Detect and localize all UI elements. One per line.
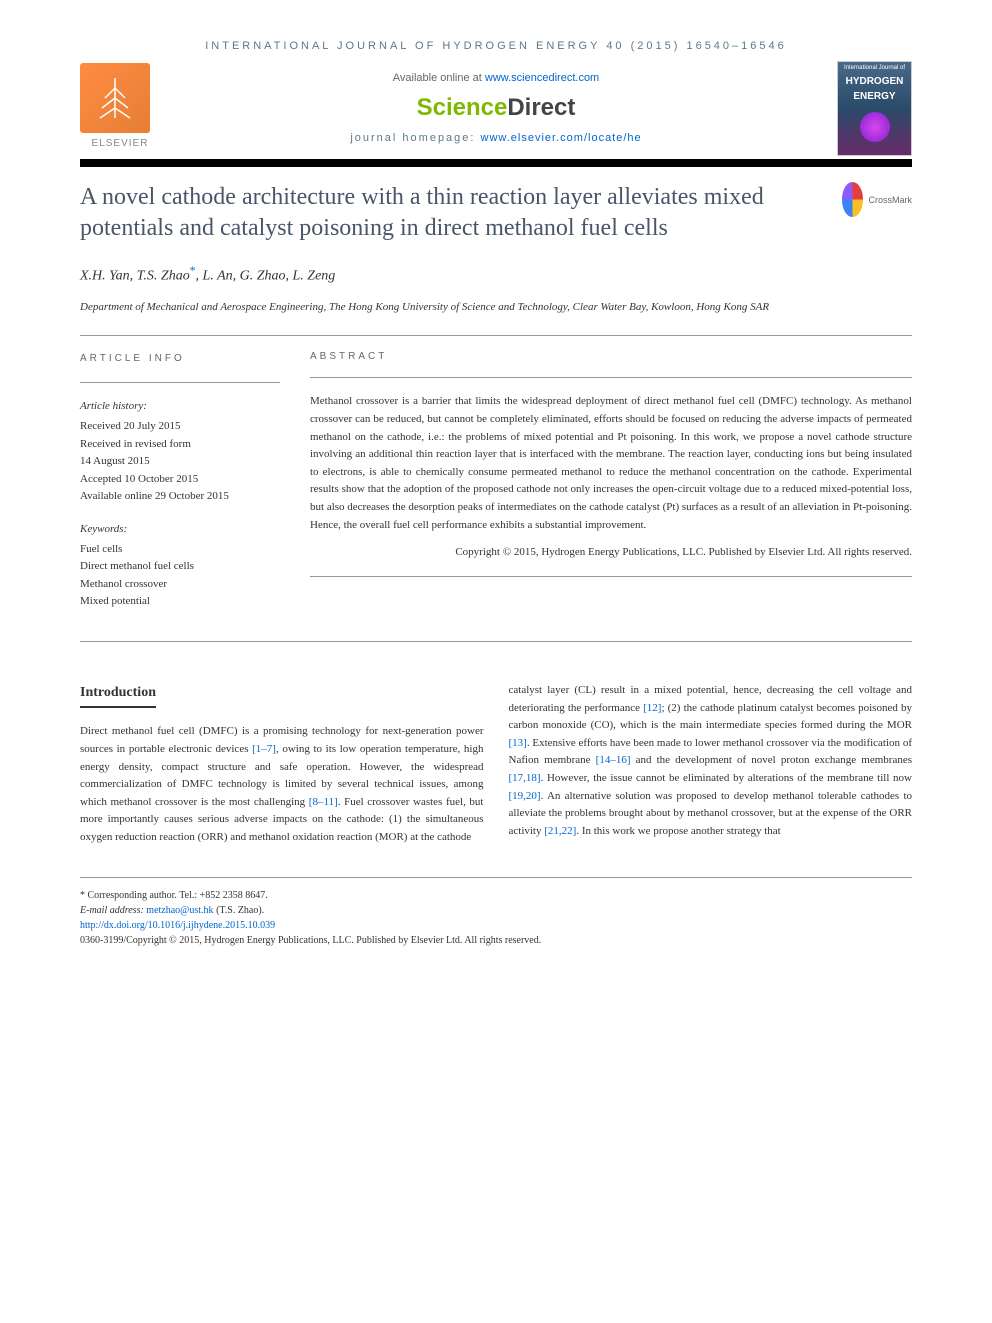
footer-section: * Corresponding author. Tel.: +852 2358 …: [80, 877, 912, 948]
sd-science: Science: [417, 94, 508, 121]
info-abstract-section: ARTICLE INFO Article history: Received 2…: [80, 351, 912, 611]
article-info: ARTICLE INFO Article history: Received 2…: [80, 351, 280, 611]
divider-bar: [80, 159, 912, 167]
abstract-divider: [310, 377, 912, 378]
divider: [80, 335, 912, 336]
ref-link-6[interactable]: [17,18]: [509, 772, 541, 784]
body-col-right: catalyst layer (CL) result in a mixed po…: [509, 682, 913, 847]
article-title: A novel cathode architecture with a thin…: [80, 182, 842, 244]
ref-link-5[interactable]: [14–16]: [596, 754, 631, 766]
elsevier-tree-icon: [80, 63, 150, 133]
crossmark-badge[interactable]: CrossMark: [842, 182, 912, 217]
history-accepted: Accepted 10 October 2015: [80, 471, 280, 489]
ref-link-1[interactable]: [1–7]: [252, 743, 276, 755]
email-line: E-mail address: metzhao@ust.hk (T.S. Zha…: [80, 903, 912, 918]
journal-homepage: journal homepage: www.elsevier.com/locat…: [90, 132, 902, 144]
ref-link-3[interactable]: [12]: [643, 702, 661, 714]
center-info: Available online at www.sciencedirect.co…: [90, 72, 902, 144]
crossmark-label: CrossMark: [868, 195, 912, 205]
authors-rest: , L. An, G. Zhao, L. Zeng: [196, 269, 336, 284]
ref-link-2[interactable]: [8–11]: [309, 796, 338, 808]
sd-direct: Direct: [507, 94, 575, 121]
homepage-label: journal homepage:: [350, 132, 480, 144]
intro-paragraph-right: catalyst layer (CL) result in a mixed po…: [509, 682, 913, 840]
email-label: E-mail address:: [80, 905, 146, 916]
history-revised2: 14 August 2015: [80, 453, 280, 471]
cover-subtitle: International Journal of: [838, 62, 911, 74]
abstract-bottom-divider: [310, 576, 912, 577]
keyword-0: Fuel cells: [80, 541, 280, 559]
section-divider: [80, 641, 912, 642]
cover-title2: ENERGY: [838, 89, 911, 104]
info-divider: [80, 382, 280, 383]
authors-main: X.H. Yan, T.S. Zhao: [80, 269, 190, 284]
body-col-left: Introduction Direct methanol fuel cell (…: [80, 682, 484, 847]
keywords-label: Keywords:: [80, 521, 280, 539]
history-received: Received 20 July 2015: [80, 418, 280, 436]
email-name: (T.S. Zhao).: [214, 905, 265, 916]
sciencedirect-link[interactable]: www.sciencedirect.com: [485, 72, 599, 84]
journal-cover[interactable]: International Journal of HYDROGEN ENERGY: [837, 61, 912, 156]
email-link[interactable]: metzhao@ust.hk: [146, 905, 213, 916]
abstract-header: ABSTRACT: [310, 351, 912, 362]
keyword-2: Methanol crossover: [80, 576, 280, 594]
keyword-1: Direct methanol fuel cells: [80, 558, 280, 576]
authors: X.H. Yan, T.S. Zhao*, L. An, G. Zhao, L.…: [80, 264, 912, 285]
history-online: Available online 29 October 2015: [80, 488, 280, 506]
cover-image-icon: [860, 112, 890, 142]
journal-header: INTERNATIONAL JOURNAL OF HYDROGEN ENERGY…: [80, 40, 912, 52]
abstract-section: ABSTRACT Methanol crossover is a barrier…: [310, 351, 912, 611]
abstract-text: Methanol crossover is a barrier that lim…: [310, 393, 912, 534]
elsevier-logo[interactable]: ELSEVIER: [80, 63, 160, 153]
sciencedirect-logo[interactable]: ScienceDirect: [90, 94, 902, 122]
intro-section: Introduction Direct methanol fuel cell (…: [80, 682, 912, 847]
crossmark-icon: [842, 182, 863, 217]
title-section: A novel cathode architecture with a thin…: [80, 182, 912, 244]
cover-title1: HYDROGEN: [838, 74, 911, 89]
available-online: Available online at www.sciencedirect.co…: [90, 72, 902, 84]
intro-text-2e: . However, the issue cannot be eliminate…: [541, 772, 912, 784]
corresponding-author: * Corresponding author. Tel.: +852 2358 …: [80, 888, 912, 903]
affiliation: Department of Mechanical and Aerospace E…: [80, 300, 912, 315]
body-columns: Introduction Direct methanol fuel cell (…: [80, 682, 912, 847]
intro-text-2d: and the development of novel proton exch…: [631, 754, 913, 766]
top-header-section: ELSEVIER Available online at www.science…: [80, 72, 912, 144]
available-text: Available online at: [393, 72, 485, 84]
keyword-3: Mixed potential: [80, 593, 280, 611]
ref-link-7[interactable]: [19,20]: [509, 790, 541, 802]
issn-copyright: 0360-3199/Copyright © 2015, Hydrogen Ene…: [80, 933, 912, 948]
intro-paragraph-left: Direct methanol fuel cell (DMFC) is a pr…: [80, 723, 484, 846]
doi-link[interactable]: http://dx.doi.org/10.1016/j.ijhydene.201…: [80, 920, 275, 931]
article-info-header: ARTICLE INFO: [80, 351, 280, 367]
homepage-link[interactable]: www.elsevier.com/locate/he: [481, 132, 642, 144]
intro-heading: Introduction: [80, 682, 156, 708]
history-revised1: Received in revised form: [80, 436, 280, 454]
elsevier-label: ELSEVIER: [80, 138, 160, 149]
ref-link-8[interactable]: [21,22]: [544, 825, 576, 837]
ref-link-4[interactable]: [13]: [509, 737, 527, 749]
history-label: Article history:: [80, 398, 280, 416]
copyright: Copyright © 2015, Hydrogen Energy Public…: [310, 544, 912, 561]
intro-text-2g: . In this work we propose another strate…: [576, 825, 780, 837]
